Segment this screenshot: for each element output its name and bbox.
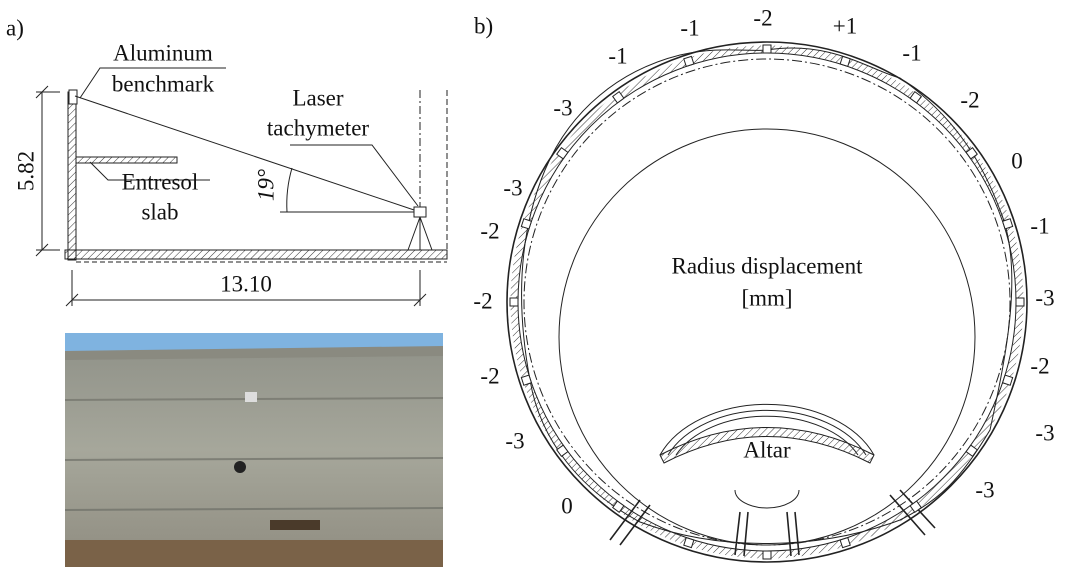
wall: [68, 92, 76, 260]
ring-marker: [1003, 219, 1013, 229]
angle-arc: [287, 168, 292, 212]
ring-label: +1: [833, 13, 857, 38]
benchmark-label: Aluminum: [113, 40, 213, 65]
tachymeter: [414, 207, 426, 217]
ring-label: -2: [480, 363, 499, 388]
photo: [65, 333, 443, 567]
ring-marker: [763, 45, 771, 53]
ring-label: -2: [753, 5, 772, 30]
benchmark-marker: [69, 90, 77, 104]
ring-label: -1: [608, 43, 627, 68]
sight-line: [75, 96, 420, 212]
panel-label: a): [6, 15, 24, 40]
buttresses: [610, 490, 935, 545]
ring-marker: [840, 538, 850, 548]
tachymeter-label: tachymeter: [267, 115, 370, 140]
ring-label: -1: [902, 40, 921, 65]
ring-marker: [521, 219, 531, 229]
tachymeter-label: Laser: [292, 85, 343, 110]
ring-label: -1: [680, 15, 699, 40]
entresol-slab: [76, 157, 177, 163]
ring-label: -3: [505, 428, 524, 453]
center-title: [mm]: [741, 285, 792, 310]
ring-marker: [684, 56, 694, 66]
ring-marker: [684, 538, 694, 548]
altar-label: Altar: [743, 437, 791, 462]
slab-label: Entresol: [122, 169, 199, 194]
ring-label: -1: [1030, 213, 1049, 238]
height-label: 5.82: [13, 151, 38, 191]
ring-label: 0: [1011, 148, 1023, 173]
panel-label: b): [474, 13, 493, 38]
ring-marker: [840, 56, 850, 66]
height-dimension: [36, 86, 60, 256]
slab-label: slab: [141, 199, 178, 224]
panel-b: b) Radius displacement [mm] Altar -2 +1 -1…: [473, 5, 1054, 562]
center-circle: [559, 129, 975, 545]
ring-label: -2: [960, 87, 979, 112]
ring-marker: [763, 551, 771, 559]
center-title: Radius displacement: [672, 253, 864, 278]
ring-label: -3: [553, 95, 572, 120]
ring-marker: [1016, 298, 1024, 306]
ring-label: 0: [561, 493, 573, 518]
ring-marker: [1003, 375, 1013, 385]
tripod: [408, 217, 432, 250]
ring-marker: [521, 375, 531, 385]
figure: a) Aluminum benchmark Laser tachymeter E…: [0, 0, 1065, 567]
ring-label: -2: [480, 218, 499, 243]
pillars: [735, 512, 799, 556]
floor: [65, 250, 447, 259]
ring-label: -2: [473, 288, 492, 313]
altar-base: [735, 490, 799, 508]
angle-label: 19°: [253, 169, 278, 201]
ring-label: -3: [503, 175, 522, 200]
ring-marker: [510, 298, 518, 306]
ring-label: -3: [1035, 420, 1054, 445]
benchmark-label: benchmark: [112, 71, 215, 96]
length-label: 13.10: [220, 271, 272, 296]
leader: [290, 145, 418, 206]
panel-a: a) Aluminum benchmark Laser tachymeter E…: [6, 15, 447, 567]
ring-label: -3: [975, 477, 994, 502]
ring-label: -3: [1035, 285, 1054, 310]
ring-label: -2: [1030, 353, 1049, 378]
